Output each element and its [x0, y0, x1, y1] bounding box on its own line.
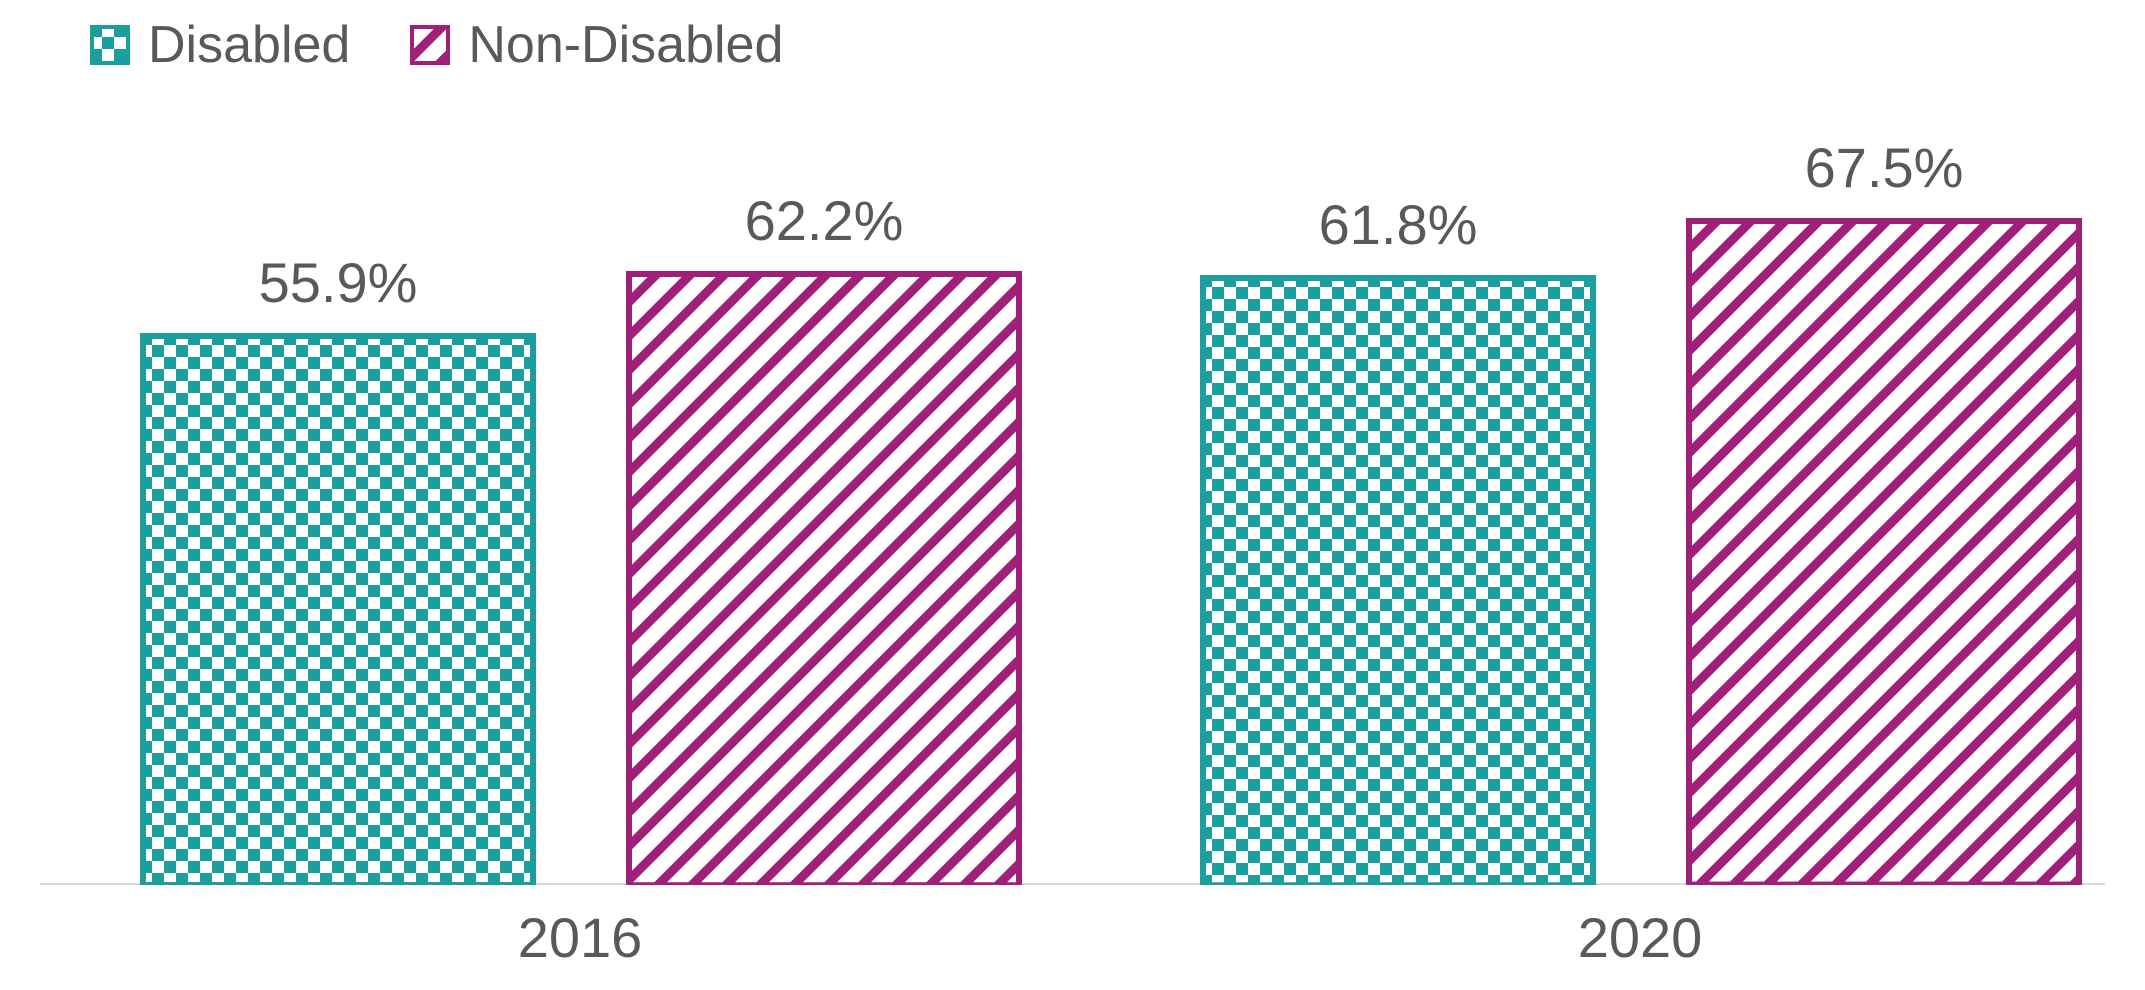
legend: Disabled Non-Disabled: [90, 15, 783, 75]
bar: [626, 271, 1022, 885]
legend-label: Non-Disabled: [468, 15, 783, 75]
plot-area: 55.9% 62.2% 61.8% 67.5%: [40, 95, 2105, 885]
bar-value-label: 67.5%: [1686, 135, 2082, 200]
legend-label: Disabled: [148, 15, 350, 75]
bar-value-label: 55.9%: [140, 250, 536, 315]
bar-value-label: 62.2%: [626, 188, 1022, 253]
legend-item: Disabled: [90, 15, 350, 75]
x-axis-label: 2016: [380, 905, 780, 970]
legend-item: Non-Disabled: [410, 15, 783, 75]
bar-value-label: 61.8%: [1200, 192, 1596, 257]
bar: [1686, 218, 2082, 885]
bar: [140, 333, 536, 885]
bar-chart: Disabled Non-Disabled 55.9% 62.2% 61.8% 67.5…: [0, 0, 2145, 990]
legend-swatch: [90, 25, 130, 65]
x-axis-label: 2020: [1440, 905, 1840, 970]
legend-swatch: [410, 25, 450, 65]
bar: [1200, 275, 1596, 885]
